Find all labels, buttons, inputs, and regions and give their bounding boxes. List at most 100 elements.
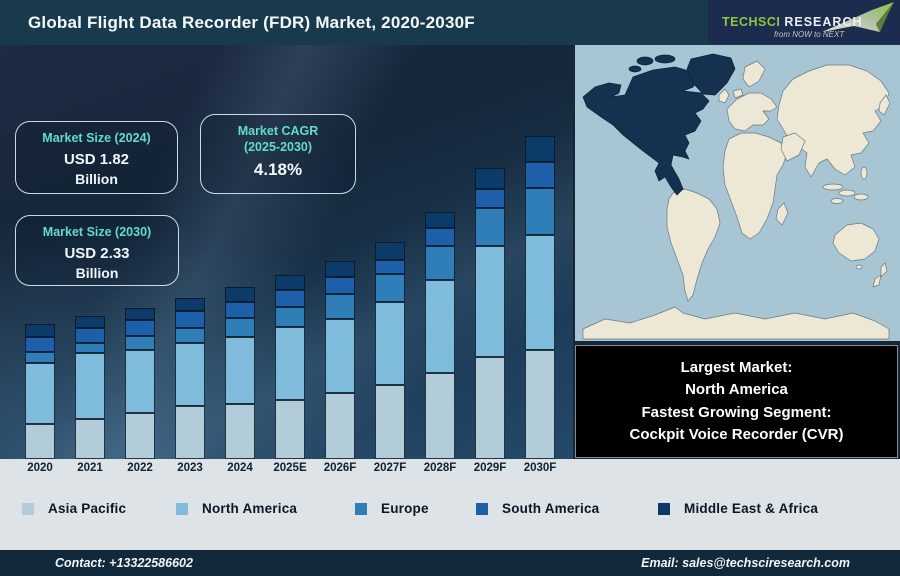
bar-2030F (525, 136, 555, 459)
bar-segment-north-america (275, 327, 305, 400)
map-africa (722, 132, 788, 240)
x-axis-label-2020: 2020 (27, 462, 53, 474)
bar-segment-europe (375, 274, 405, 302)
bar-segment-asia-pacific (175, 406, 205, 459)
bar-2022 (125, 308, 155, 459)
legend-swatch-icon (176, 502, 188, 515)
map-greenland-highlight (686, 53, 736, 96)
logo-brand-white: Research (784, 15, 863, 29)
map-island (838, 189, 856, 197)
bar-segment-middle-east-africa (25, 324, 55, 337)
legend-label: Middle East & Africa (684, 501, 819, 516)
map-japan (878, 94, 891, 116)
bar-segment-north-america (325, 319, 355, 393)
bar-segment-south-america (225, 302, 255, 318)
bar-segment-south-america (275, 290, 305, 307)
bar-2028F (425, 212, 455, 459)
header-bar: Global Flight Data Recorder (FDR) Market… (0, 0, 900, 45)
bar-segment-middle-east-africa (425, 212, 455, 228)
bar-segment-asia-pacific (325, 393, 355, 459)
market-size-2024-value: USD 1.82 (63, 150, 130, 168)
x-axis-label-2030F: 2030F (523, 462, 557, 474)
bar-2029F (475, 168, 505, 459)
callout-line-3: Fastest Growing Segment: (641, 403, 832, 421)
bar-segment-europe (25, 352, 55, 363)
x-axis-label-2021: 2021 (77, 462, 103, 474)
market-size-2030-value: USD 2.33 (64, 244, 130, 262)
bar-segment-europe (225, 318, 255, 337)
bar-segment-south-america (425, 228, 455, 246)
legend-item-middle-east-africa: Middle East & Africa (658, 501, 818, 516)
bar-segment-south-america (375, 260, 405, 274)
bar-segment-europe (525, 188, 555, 235)
bar-segment-europe (475, 208, 505, 246)
bar-segment-europe (275, 307, 305, 327)
bar-segment-south-america (125, 320, 155, 336)
map-arctic-island (628, 65, 642, 73)
logo-wordmark: TechSci Research (722, 15, 863, 29)
map-madagascar (775, 202, 789, 226)
x-axis-label-2029F: 2029F (473, 462, 507, 474)
callout-line-1: Largest Market: (680, 358, 793, 376)
market-cagr-period: (2025-2030) (243, 139, 313, 154)
market-size-2024-unit: Billion (75, 170, 118, 187)
axis-legend-strip: 2020 2021 2022 2023 2024 2025E 2026F 2027F 2028F… (0, 459, 900, 550)
market-cagr-box: Market CAGR (2025-2030) 4.18% (200, 114, 356, 194)
legend-swatch-icon (476, 502, 488, 515)
bar-2023 (175, 298, 205, 459)
bar-segment-middle-east-africa (475, 168, 505, 189)
bar-segment-south-america (525, 162, 555, 188)
map-asia (776, 64, 890, 178)
market-cagr-heading: Market CAGR (237, 124, 319, 138)
bar-segment-middle-east-africa (175, 298, 205, 311)
map-scandinavia (742, 60, 766, 88)
bar-segment-middle-east-africa (225, 287, 255, 302)
market-size-2024-heading: Market Size (2024) (42, 131, 151, 145)
map-arabia (780, 132, 806, 162)
footer-bar: Contact: +13322586602 Email: sales@techs… (0, 550, 900, 576)
map-antarctica (582, 306, 890, 340)
legend: Asia Pacific North America Europe South Ame… (0, 501, 900, 531)
map-north-america-highlight (582, 66, 710, 196)
bar-2027F (375, 242, 405, 459)
bar-segment-europe (175, 328, 205, 343)
legend-swatch-icon (355, 502, 367, 515)
contact-phone: Contact: +13322586602 (55, 556, 193, 570)
bar-segment-north-america (425, 280, 455, 373)
page-title: Global Flight Data Recorder (FDR) Market… (28, 13, 475, 32)
x-axis-label-2025E: 2025E (273, 462, 307, 474)
market-cagr-value: 4.18% (253, 160, 303, 180)
bar-2024 (225, 287, 255, 459)
market-size-2024-box: Market Size (2024) USD 1.82 Billion (15, 121, 178, 194)
map-iceland (732, 88, 744, 99)
x-axis-label-2027F: 2027F (373, 462, 407, 474)
contact-email: Email: sales@techsciresearch.com (641, 556, 850, 570)
chart-area: Market Size (2024) USD 1.82 Billion Mark… (0, 45, 573, 459)
bar-segment-europe (325, 294, 355, 319)
callout-line-4: Cockpit Voice Recorder (CVR) (629, 426, 844, 443)
bar-segment-asia-pacific (425, 373, 455, 459)
bar-segment-south-america (325, 277, 355, 294)
bar-segment-middle-east-africa (325, 261, 355, 277)
bar-segment-north-america (125, 350, 155, 413)
bar-segment-middle-east-africa (525, 136, 555, 162)
map-indonesia (822, 183, 844, 191)
map-island (853, 193, 869, 201)
bar-segment-middle-east-africa (125, 308, 155, 320)
map-island (830, 198, 844, 204)
map-south-america (666, 188, 721, 302)
legend-label: Europe (381, 501, 429, 516)
legend-swatch-icon (22, 502, 34, 515)
bar-segment-asia-pacific (275, 400, 305, 459)
legend-item-europe: Europe (355, 501, 429, 516)
bar-2020 (25, 324, 55, 459)
bar-segment-south-america (75, 328, 105, 343)
bar-segment-south-america (25, 337, 55, 352)
logo-brand-green: TechSci (722, 15, 781, 29)
map-arctic-island (654, 54, 676, 64)
map-uk (718, 88, 730, 104)
bar-segment-middle-east-africa (275, 275, 305, 290)
legend-label: North America (202, 501, 298, 516)
legend-item-north-america: North America (176, 501, 297, 516)
